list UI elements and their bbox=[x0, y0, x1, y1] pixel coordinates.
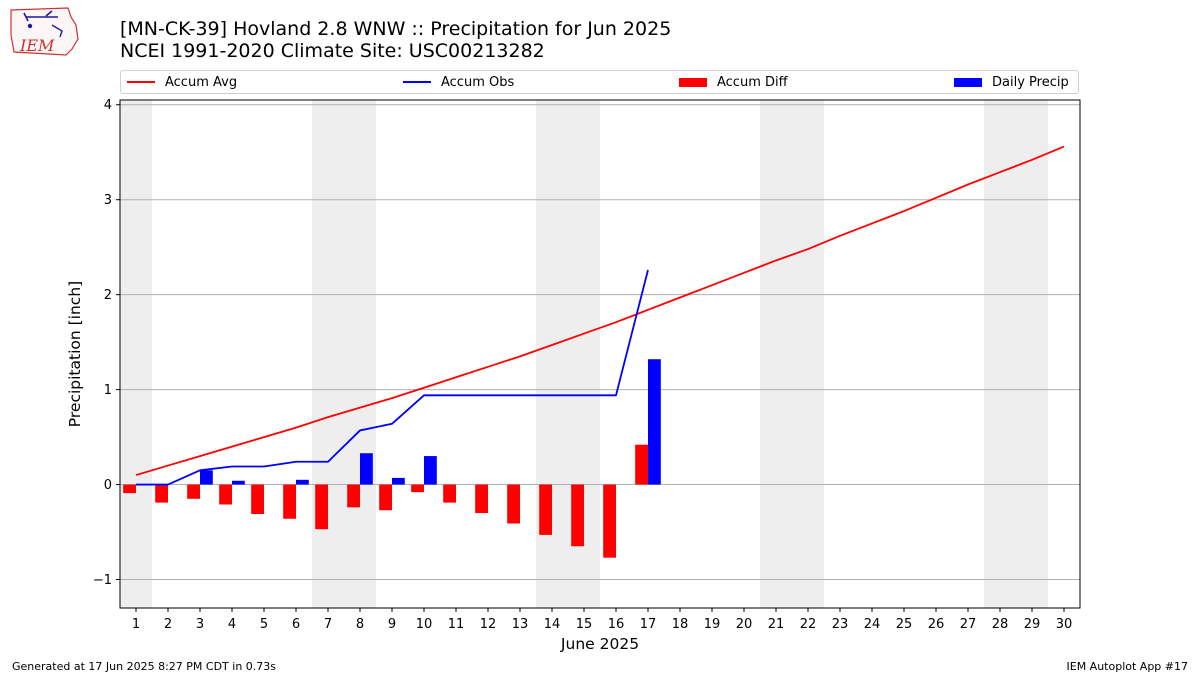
x-tick-label: 20 bbox=[736, 617, 753, 632]
y-tick-label: 3 bbox=[104, 193, 112, 208]
x-tick-label: 2 bbox=[164, 617, 172, 632]
x-tick-label: 18 bbox=[672, 617, 689, 632]
accum-diff-bar bbox=[123, 484, 136, 494]
accum-diff-bar bbox=[635, 444, 648, 485]
daily-precip-bar bbox=[296, 479, 309, 485]
legend-label: Accum Diff bbox=[717, 74, 788, 90]
x-tick-label: 28 bbox=[992, 617, 1009, 632]
x-tick-label: 4 bbox=[228, 617, 236, 632]
x-tick-label: 6 bbox=[292, 617, 300, 632]
accum-diff-bar bbox=[315, 484, 328, 530]
y-tick-label: 4 bbox=[104, 98, 112, 113]
accum-diff-bar bbox=[187, 484, 200, 499]
weekend-band bbox=[120, 100, 152, 608]
legend-item-accum-obs: Accum Obs bbox=[403, 71, 514, 93]
x-tick-label: 13 bbox=[512, 617, 529, 632]
x-tick-label: 26 bbox=[928, 617, 945, 632]
x-tick-label: 10 bbox=[416, 617, 433, 632]
daily-precip-bar bbox=[200, 470, 213, 485]
legend-label: Daily Precip bbox=[992, 74, 1069, 90]
y-axis-label: Precipitation [inch] bbox=[66, 281, 84, 427]
x-tick-label: 24 bbox=[864, 617, 881, 632]
weekend-band bbox=[760, 100, 824, 608]
x-tick-label: 15 bbox=[576, 617, 593, 632]
chart-legend: Accum Avg Accum Obs Accum Diff Daily Precip bbox=[120, 70, 1079, 94]
x-tick-label: 17 bbox=[640, 617, 657, 632]
chart-title: [MN-CK-39] Hovland 2.8 WNW :: Precipitat… bbox=[120, 18, 672, 40]
y-tick-label: −1 bbox=[93, 573, 112, 588]
accum-diff-bar bbox=[603, 484, 616, 558]
autoplot-app-label: IEM Autoplot App #17 bbox=[1066, 660, 1189, 673]
legend-item-daily-precip: Daily Precip bbox=[954, 71, 1069, 93]
plot-frame bbox=[119, 99, 1081, 609]
accum-avg-line bbox=[135, 145, 1065, 476]
x-tick-label: 1 bbox=[132, 617, 140, 632]
accum-obs-line bbox=[136, 269, 649, 486]
accum-diff-bar bbox=[507, 484, 520, 524]
accum-diff-bar bbox=[219, 484, 232, 505]
legend-label: Accum Avg bbox=[165, 74, 238, 90]
weekend-band bbox=[312, 100, 376, 608]
x-tick-label: 30 bbox=[1056, 617, 1073, 632]
x-tick-label: 14 bbox=[544, 617, 561, 632]
accum-diff-bar bbox=[411, 484, 424, 493]
legend-label: Accum Obs bbox=[441, 74, 515, 90]
daily-precip-bar bbox=[392, 477, 405, 485]
accum-diff-bar bbox=[539, 484, 552, 535]
weekend-band bbox=[984, 100, 1048, 608]
legend-swatch bbox=[679, 77, 707, 87]
accum-diff-bar bbox=[251, 484, 264, 514]
legend-item-accum-diff: Accum Diff bbox=[679, 71, 788, 93]
accum-diff-bar bbox=[443, 484, 456, 503]
x-tick-label: 12 bbox=[480, 617, 497, 632]
generated-timestamp: Generated at 17 Jun 2025 8:27 PM CDT in … bbox=[12, 660, 277, 673]
legend-item-accum-avg: Accum Avg bbox=[127, 71, 237, 93]
accum-diff-bar bbox=[347, 484, 360, 508]
y-tick-label: 2 bbox=[104, 288, 112, 303]
x-tick-label: 21 bbox=[768, 617, 785, 632]
daily-precip-bar bbox=[360, 453, 373, 485]
accum-diff-bar bbox=[283, 484, 296, 519]
x-tick-label: 7 bbox=[324, 617, 332, 632]
legend-swatch bbox=[403, 81, 431, 83]
x-tick-label: 19 bbox=[704, 617, 721, 632]
x-tick-label: 3 bbox=[196, 617, 204, 632]
x-tick-label: 27 bbox=[960, 617, 977, 632]
daily-precip-bar bbox=[648, 359, 661, 485]
accum-diff-bar bbox=[571, 484, 584, 547]
iem-logo: IEM bbox=[10, 7, 79, 56]
x-tick-label: 8 bbox=[356, 617, 364, 632]
x-tick-label: 23 bbox=[832, 617, 849, 632]
accum-diff-bar bbox=[155, 484, 168, 503]
x-tick-label: 25 bbox=[896, 617, 913, 632]
y-tick-label: 1 bbox=[104, 383, 112, 398]
x-axis-label: June 2025 bbox=[560, 635, 639, 653]
x-tick-label: 11 bbox=[448, 617, 465, 632]
daily-precip-bar bbox=[424, 456, 437, 485]
x-tick-label: 16 bbox=[608, 617, 625, 632]
x-tick-label: 5 bbox=[260, 617, 268, 632]
accum-diff-bar bbox=[379, 484, 392, 511]
legend-swatch bbox=[954, 77, 982, 87]
daily-precip-bar bbox=[232, 480, 245, 485]
chart-subtitle: NCEI 1991-2020 Climate Site: USC00213282 bbox=[120, 40, 545, 62]
accum-diff-bar bbox=[475, 484, 488, 514]
legend-swatch bbox=[127, 81, 155, 83]
x-tick-label: 22 bbox=[800, 617, 817, 632]
x-tick-label: 9 bbox=[388, 617, 396, 632]
x-tick-label: 29 bbox=[1024, 617, 1041, 632]
iem-logo-text: IEM bbox=[19, 36, 55, 55]
y-tick-label: 0 bbox=[104, 478, 112, 493]
